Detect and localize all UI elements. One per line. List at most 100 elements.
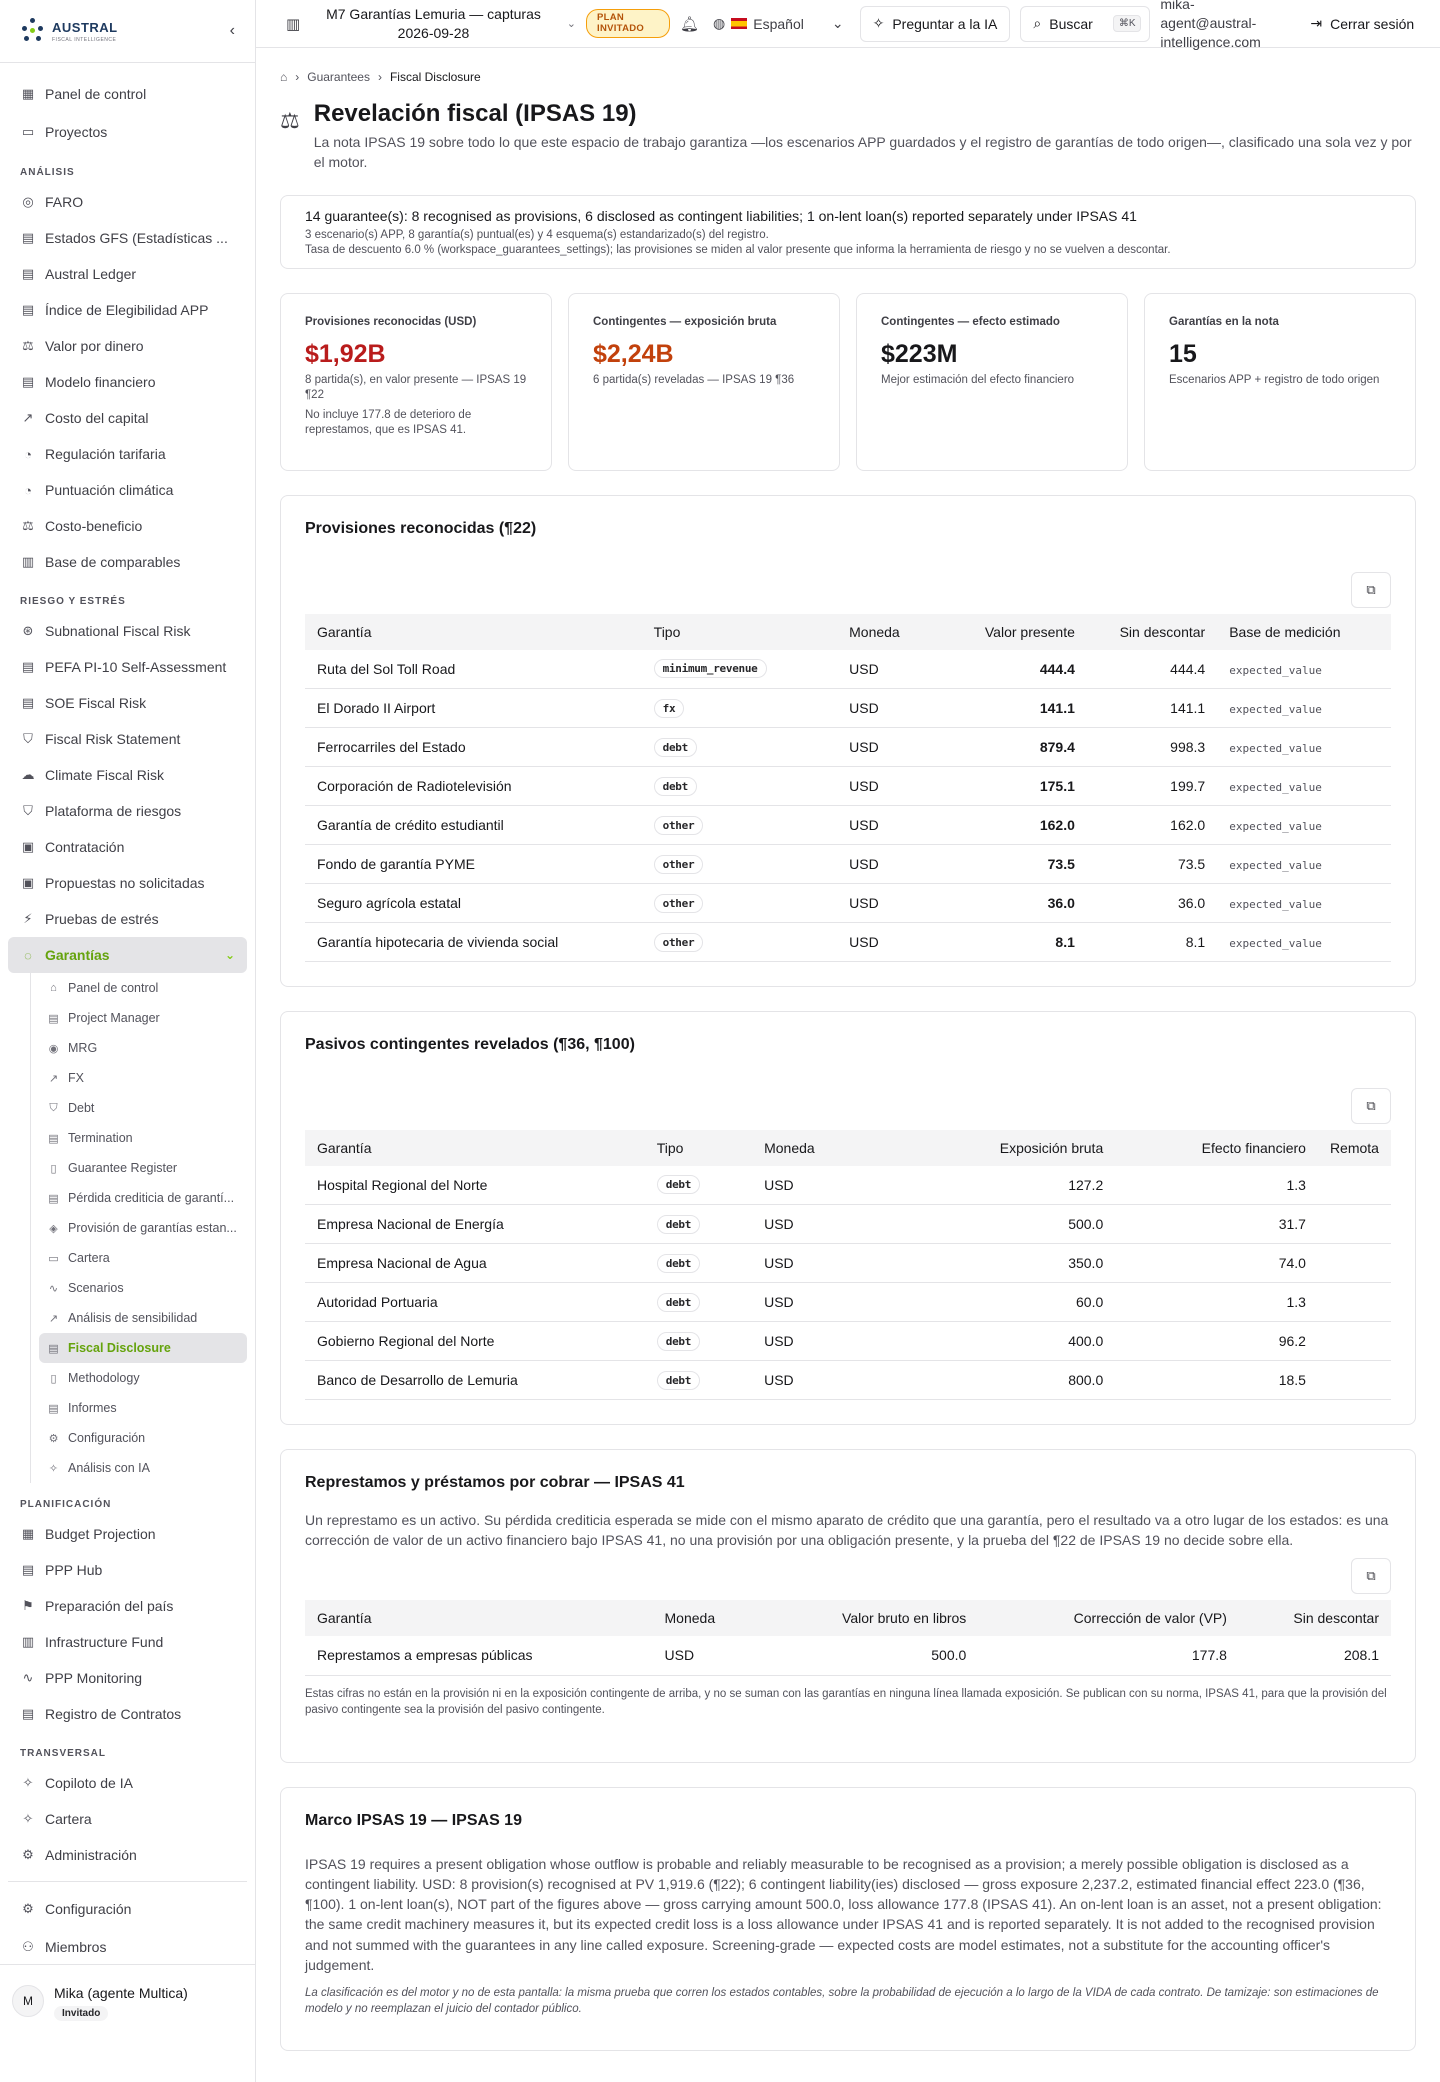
sidebar-item[interactable]: ◔ Regulación tarifaria [8, 436, 247, 472]
submenu-item[interactable]: ◉ MRG [39, 1033, 247, 1063]
topbar: ▥ M7 Garantías Lemuria — capturas 2026-0… [256, 0, 1440, 50]
sidebar-item[interactable]: ⚙ Configuración [8, 1890, 247, 1928]
sidebar-item-label: Climate Fiscal Risk [45, 767, 165, 783]
column-header[interactable]: Garantía [305, 613, 642, 650]
sidebar-item[interactable]: ⚖ Costo-beneficio [8, 508, 247, 544]
column-header[interactable]: Valor bruto en libros [761, 1600, 979, 1637]
column-header[interactable]: Sin descontar [1238, 1600, 1391, 1637]
submenu-item[interactable]: ⌂ Panel de control [39, 973, 247, 1003]
brand-logo[interactable]: AUSTRAL FISCAL INTELLIGENCE [20, 18, 118, 44]
sidebar-item[interactable]: ⚑ Preparación del país [8, 1588, 247, 1624]
breadcrumb-parent[interactable]: Guarantees [307, 70, 370, 84]
submenu-item-label: Scenarios [68, 1281, 124, 1295]
collapse-sidebar-icon[interactable]: ‹ [229, 22, 235, 39]
column-header[interactable]: Tipo [641, 613, 838, 650]
sidebar-item[interactable]: ◔ Puntuación climática [8, 472, 247, 508]
submenu-item[interactable]: ▯ Guarantee Register [39, 1153, 247, 1183]
table-cell: 31.7 [1115, 1204, 1318, 1245]
column-header[interactable]: Sin descontar [1086, 613, 1218, 650]
column-header[interactable]: Remota [1317, 1129, 1391, 1166]
sidebar-item[interactable]: ▣ Contratación [8, 829, 247, 865]
sidebar-item[interactable]: ▤ SOE Fiscal Risk [8, 685, 247, 721]
document-icon: ▤ [21, 695, 35, 710]
language-selector[interactable]: ◍ Español ⌄ [713, 15, 844, 32]
table-cell: 998.3 [1086, 727, 1218, 768]
sidebar-item-label: Garantías [45, 947, 110, 963]
submenu-item[interactable]: ▤ Informes [39, 1393, 247, 1423]
table-cell: USD [837, 844, 957, 885]
submenu-item[interactable]: ✧ Análisis con IA [39, 1453, 247, 1483]
type-badge: debt [653, 737, 697, 757]
submenu-item[interactable]: ▯ Methodology [39, 1363, 247, 1393]
kpi-label: Garantías en la nota [1169, 315, 1279, 328]
copy-loans-button[interactable]: ⧉ [1351, 1558, 1391, 1595]
column-header[interactable]: Exposición bruta [933, 1129, 1116, 1166]
sidebar-item[interactable]: ▥ Infrastructure Fund [8, 1624, 247, 1660]
document-icon: ▤ [21, 1706, 35, 1721]
column-header[interactable]: Moneda [652, 1600, 762, 1637]
submenu-item[interactable]: ↗ FX [39, 1063, 247, 1093]
workspace-selector[interactable]: ▥ M7 Garantías Lemuria — capturas 2026-0… [286, 5, 576, 43]
sidebar-item[interactable]: ▤ PPP Hub [8, 1552, 247, 1588]
sidebar-item[interactable]: ▦ Budget Projection [8, 1516, 247, 1552]
sidebar-item[interactable]: ☁ Climate Fiscal Risk [8, 757, 247, 793]
submenu-item[interactable]: ⛉ Debt [39, 1093, 247, 1123]
logo-icon [20, 18, 46, 44]
sidebar-item[interactable]: ▤ PEFA PI-10 Self-Assessment [8, 649, 247, 685]
column-header[interactable]: Moneda [837, 613, 957, 650]
table-cell: other [641, 844, 838, 885]
ask-ai-button[interactable]: ✧ Preguntar a la IA [859, 5, 1011, 42]
sidebar-item[interactable]: ✧ Copiloto de IA [8, 1765, 247, 1801]
column-header[interactable]: Garantía [305, 1129, 645, 1166]
logout-button[interactable]: ⇥ Cerrar sesión [1310, 15, 1414, 32]
sidebar-item-guarantees[interactable]: ◌ Garantías ⌄ [8, 937, 247, 973]
type-badge: debt [656, 1253, 701, 1273]
submenu-item[interactable]: ▭ Cartera [39, 1243, 247, 1273]
bell-icon[interactable]: 🔔︎ [680, 15, 700, 33]
column-header[interactable]: Base de medición [1217, 613, 1391, 650]
table-row: Fondo de garantía PYME other USD 73.5 73.5 ex… [305, 844, 1391, 885]
column-header[interactable]: Moneda [752, 1129, 934, 1166]
sidebar-item[interactable]: ⛉ Plataforma de riesgos [8, 793, 247, 829]
table-cell: 208.1 [1238, 1636, 1391, 1676]
sidebar-item[interactable]: ▤ Estados GFS (Estadísticas ... [8, 220, 247, 256]
column-header[interactable]: Efecto financiero [1115, 1129, 1318, 1166]
search-button[interactable]: ⌕ Buscar ⌘K [1020, 5, 1151, 42]
submenu-item[interactable]: ▤ Project Manager [39, 1003, 247, 1033]
sidebar-item[interactable]: ⛉ Fiscal Risk Statement [8, 721, 247, 757]
sidebar-item[interactable]: ▤ Registro de Contratos [8, 1696, 247, 1732]
sidebar-item[interactable]: ⚇ Miembros [8, 1928, 247, 1966]
home-icon[interactable]: ⌂ [280, 70, 288, 84]
column-header[interactable]: Garantía [305, 1600, 653, 1637]
copy-provisions-button[interactable]: ⧉ [1351, 571, 1391, 608]
sidebar-item[interactable]: ▤ Modelo financiero [8, 364, 247, 400]
column-header[interactable]: Tipo [644, 1129, 753, 1166]
sidebar-item[interactable]: ∿ PPP Monitoring [8, 1660, 247, 1696]
sidebar-item[interactable]: ⚡ Pruebas de estrés [8, 901, 247, 937]
submenu-item[interactable]: ▤ Fiscal Disclosure [39, 1333, 247, 1363]
sidebar-item[interactable]: ▤ Índice de Elegibilidad APP [8, 292, 247, 328]
sidebar-item[interactable]: ▥ Base de comparables [8, 544, 247, 580]
submenu-item[interactable]: ⚙ Configuración [39, 1423, 247, 1453]
submenu-item[interactable]: ◈ Provisión de garantías estan... [39, 1213, 247, 1243]
sidebar-item[interactable]: ▦ Panel de control [8, 75, 247, 113]
sidebar-item[interactable]: ▤ Austral Ledger [8, 256, 247, 292]
sidebar-item[interactable]: ▣ Propuestas no solicitadas [8, 865, 247, 901]
building-icon: ▥ [21, 1634, 35, 1649]
sidebar-item[interactable]: ⚖ Valor por dinero [8, 328, 247, 364]
sidebar-item[interactable]: ⊛ Subnational Fiscal Risk [8, 613, 247, 649]
sidebar-item[interactable]: ⚙ Administración [8, 1837, 247, 1873]
submenu-item[interactable]: ↗ Análisis de sensibilidad [39, 1303, 247, 1333]
sidebar-item[interactable]: ▭ Proyectos [8, 113, 247, 151]
copy-contingents-button[interactable]: ⧉ [1351, 1087, 1391, 1124]
user-profile[interactable]: M Mika (agente Multica) Invitado [0, 1964, 255, 2082]
submenu-item[interactable]: ∿ Scenarios [39, 1273, 247, 1303]
sidebar-item[interactable]: ↗ Costo del capital [8, 400, 247, 436]
table-cell: Garantía hipotecaria de vivienda social [305, 922, 642, 963]
column-header[interactable]: Corrección de valor (VP) [978, 1600, 1239, 1637]
sidebar-item[interactable]: ◎ FARO [8, 184, 247, 220]
submenu-item[interactable]: ▤ Termination [39, 1123, 247, 1153]
submenu-item[interactable]: ▤ Pérdida crediticia de garantí... [39, 1183, 247, 1213]
sidebar-item[interactable]: ✧ Cartera [8, 1801, 247, 1837]
column-header[interactable]: Valor presente [956, 613, 1087, 650]
